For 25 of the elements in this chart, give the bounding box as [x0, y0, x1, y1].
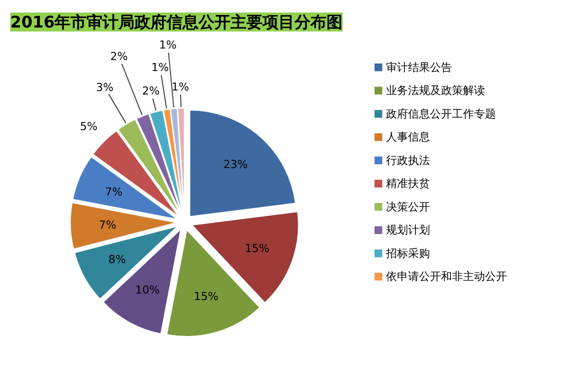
data-label: 10% [135, 283, 160, 296]
data-label: 2% [142, 84, 160, 98]
legend-label: 业务法规及政策解读 [386, 84, 486, 98]
data-label: 5% [80, 120, 98, 133]
legend-label: 审计结果公告 [386, 60, 452, 74]
data-label: 8% [108, 253, 126, 266]
legend-label: 招标采购 [385, 246, 430, 260]
data-label: 1% [172, 80, 190, 94]
data-label: 7% [98, 218, 116, 232]
data-label: 7% [105, 185, 123, 198]
data-label: 23% [223, 158, 248, 172]
legend-label: 决策公开 [386, 200, 430, 214]
legend-label: 人事信息 [386, 130, 430, 144]
data-label: 15% [194, 290, 218, 303]
legend-label: 规划计划 [386, 224, 430, 237]
legend-label: 依申请公开和非主动公开 [386, 270, 508, 284]
data-label: 15% [244, 242, 270, 255]
data-label: 1% [151, 60, 169, 74]
legend-label: 精准扶贫 [386, 177, 430, 190]
data-label: 2% [110, 50, 128, 64]
chart-title: 2016年市审计局政府信息公开主要项目分布图 [10, 12, 343, 32]
data-label: 3% [96, 80, 114, 94]
data-label: 1% [159, 38, 177, 52]
legend-label: 政府信息公开工作专题 [386, 107, 496, 120]
legend-label: 行政执法 [386, 154, 430, 167]
